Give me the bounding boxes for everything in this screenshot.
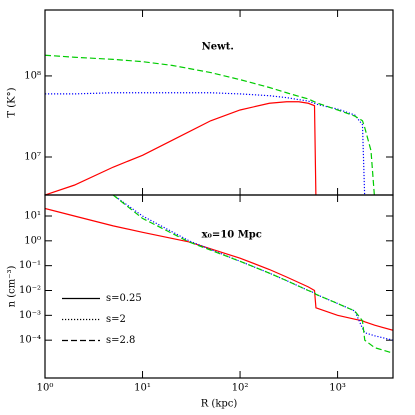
annotation: x₀=10 Mpc: [202, 230, 262, 241]
series-line: [45, 101, 317, 195]
legend-label: s=0.25: [106, 293, 142, 304]
y-tick-label: 10⁻³: [19, 310, 41, 321]
series-line: [45, 92, 366, 195]
x-tick-label: 10²: [232, 383, 249, 394]
y-tick-label: 10⁻⁴: [19, 335, 41, 346]
y-tick-label: 10⁷: [24, 152, 41, 163]
y-tick-label: 10⁸: [24, 70, 41, 81]
y-axis-label: n (cm⁻³): [7, 266, 18, 308]
plot-frame: [44, 194, 394, 379]
plot-frame: [44, 9, 394, 196]
annotation: Newt.: [202, 42, 234, 53]
series-line: [45, 207, 393, 331]
series-line: [112, 195, 393, 354]
x-axis-label: R (kpc): [201, 399, 238, 410]
y-axis-label: T (K°): [7, 87, 18, 117]
y-tick-label: 10⁻¹: [19, 260, 41, 271]
legend-label: s=2: [106, 314, 126, 325]
x-tick-label: 10¹: [134, 383, 151, 394]
x-tick-label: 10⁰: [37, 383, 54, 394]
y-tick-label: 10¹: [24, 210, 41, 221]
y-tick-label: 10⁰: [24, 235, 41, 246]
y-tick-label: 10⁻²: [19, 285, 41, 296]
legend-label: s=2.8: [106, 335, 135, 346]
x-tick-label: 10³: [329, 383, 346, 394]
series-line: [45, 54, 375, 195]
